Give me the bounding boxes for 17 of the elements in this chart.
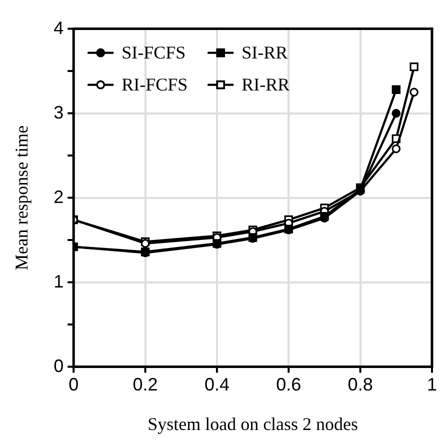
x-tick-label: 0.4: [204, 374, 230, 395]
x-tick-label: 0.8: [348, 374, 373, 395]
legend-label: RI-RR: [242, 74, 290, 95]
legend-label: SI-RR: [242, 42, 288, 63]
y-tick-label: 4: [54, 18, 64, 38]
x-tick-label: 0: [68, 374, 79, 395]
x-axis-title: System load on class 2 nodes: [148, 414, 358, 434]
legend-label: RI-FCFS: [122, 74, 188, 95]
y-tick-label: 1: [54, 271, 64, 292]
y-tick-label: 3: [54, 102, 64, 122]
y-axis-title: Mean response time: [12, 125, 32, 270]
legend-label: SI-FCFS: [122, 42, 186, 63]
x-tick-label: 0.6: [276, 374, 302, 395]
x-tick-label: 1: [426, 374, 437, 395]
y-tick-label: 0: [54, 356, 64, 376]
y-tick-label: 2: [54, 186, 64, 207]
x-tick-label: 0.2: [132, 374, 158, 395]
